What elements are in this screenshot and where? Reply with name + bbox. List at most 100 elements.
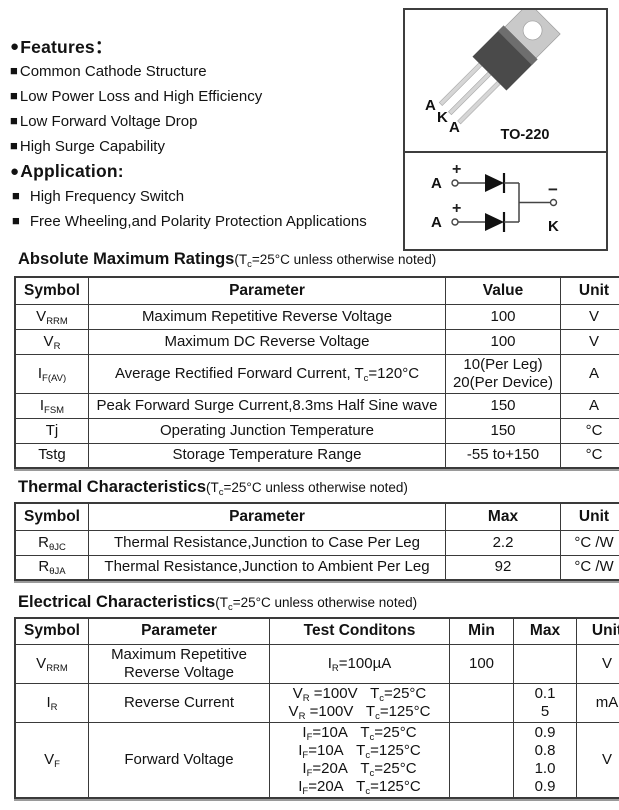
table-row: IF(AV) Average Rectified Forward Current,… [14, 353, 619, 394]
table-cell: V [576, 721, 619, 798]
section-subtitle: (Tc=25°C unless otherwise noted) [215, 595, 418, 613]
column-header: Symbol [14, 617, 89, 645]
table-cell: 10(Per Leg) 20(Per Device) [445, 353, 561, 394]
table-cell: V [576, 643, 619, 684]
terminal-icon [549, 198, 558, 207]
table-cell: 150 [445, 392, 561, 419]
terminal-icon [451, 179, 459, 187]
package-body-group [438, 10, 561, 125]
section-title: Thermal Characteristics [18, 478, 207, 496]
diode-symbol [485, 174, 504, 192]
column-header: Value [445, 276, 561, 305]
table-cell: 100 [445, 328, 561, 355]
section-title: Electrical Characteristics [18, 593, 216, 611]
feature-item-label: Low Power Loss and High Efficiency [19, 88, 263, 105]
table-cell: °C /W [560, 554, 619, 581]
table-cell: °C [560, 417, 619, 444]
section-heading-electrical-characteristics: Electrical Characteristics(Tc=25°C unles… [18, 593, 417, 612]
table-cell: 0.9 0.8 1.0 0.9 [513, 721, 577, 798]
feature-item: ■ Low Forward Voltage Drop [10, 109, 367, 134]
column-header: Symbol [14, 502, 89, 531]
table-cell: V [560, 303, 619, 330]
table-cell: Peak Forward Surge Current,8.3ms Half Si… [88, 392, 446, 419]
feature-item-label: Common Cathode Structure [19, 63, 207, 80]
square-bullet-icon: ■ [10, 88, 18, 103]
table-header: Symbol Parameter Value Unit [14, 276, 619, 305]
package-name-label: TO-220 [501, 127, 550, 143]
table-row: VRRM Maximum Repetitive Reverse Voltage IR… [14, 643, 619, 684]
table-cell: 2.2 [445, 529, 561, 556]
column-header: Max [513, 617, 577, 645]
minus-sign: − [548, 180, 558, 199]
square-bullet-icon: ■ [12, 213, 20, 228]
package-body [472, 25, 538, 91]
table-cell: Maximum DC Reverse Voltage [88, 328, 446, 355]
application-heading-label: Application: [20, 161, 124, 181]
terminal-icon [451, 218, 459, 226]
package-panel: A K A TO-220 + A + A [403, 8, 608, 251]
column-header: Test Conditons [269, 617, 450, 645]
application-item: ■ High Frequency Switch [10, 184, 367, 209]
table-header: Symbol Parameter Max Unit [14, 502, 619, 531]
features-heading: ● Features： [10, 34, 367, 59]
feature-item: ■ Common Cathode Structure [10, 59, 367, 84]
table-body: VRRM Maximum Repetitive Reverse Voltage 10… [14, 303, 619, 469]
application-item-label: High Frequency Switch [29, 188, 185, 205]
feature-item: ■ Low Power Loss and High Efficiency [10, 84, 367, 109]
square-bullet-icon: ■ [10, 138, 18, 153]
schematic-box: + A + A − K [405, 153, 606, 249]
table-cell: VF [14, 721, 89, 798]
table-cell: 100 [445, 303, 561, 330]
plus-sign: + [452, 161, 461, 178]
table-cell: Maximum Repetitive Reverse Voltage [88, 303, 446, 330]
table-cell: 92 [445, 554, 561, 581]
table-cell: Forward Voltage [88, 721, 270, 798]
circle-bullet-icon: ● [10, 163, 20, 180]
table-row: VF Forward Voltage IF=10A Tc=25°C IF=10A T… [14, 721, 619, 798]
table-cell: VR [14, 328, 89, 355]
section-heading-absolute-maximum-ratings: Absolute Maximum Ratings(Tc=25°C unless … [18, 250, 436, 269]
table-cell: -55 to+150 [445, 442, 561, 469]
table-cell: A [560, 353, 619, 394]
table-cell: Thermal Resistance,Junction to Ambient P… [88, 554, 446, 581]
table-cell: VRRM [14, 643, 89, 684]
table-row: Tstg Storage Temperature Range -55 to+150 °… [14, 442, 619, 469]
table-row: Tj Operating Junction Temperature 150 °C [14, 417, 619, 444]
table-cell: V [560, 328, 619, 355]
pin-label-cathode: K [437, 109, 448, 126]
column-header: Min [449, 617, 514, 645]
square-bullet-icon: ■ [12, 188, 20, 203]
column-header: Parameter [88, 502, 446, 531]
mounting-hole [522, 20, 543, 41]
table-cell: Average Rectified Forward Current, Tc=12… [88, 353, 446, 394]
table-cell: mA [576, 682, 619, 723]
square-bullet-icon: ■ [10, 113, 18, 128]
column-header: Parameter [88, 617, 270, 645]
table-cell: RθJC [14, 529, 89, 556]
package-body-bevel [497, 25, 538, 66]
table-cell: °C [560, 442, 619, 469]
table-cell: Maximum Repetitive Reverse Voltage [88, 643, 270, 684]
table-cell: Operating Junction Temperature [88, 417, 446, 444]
cathode-label: K [548, 218, 559, 235]
diode-symbol [485, 213, 504, 231]
table-cell: IFSM [14, 392, 89, 419]
application-item-label: Free Wheeling,and Polarity Protection Ap… [29, 213, 367, 230]
pin-label-anode: A [425, 97, 436, 114]
table-row: VR Maximum DC Reverse Voltage 100 V [14, 328, 619, 355]
table-row: IR Reverse Current VR =100V Tc=25°C VR =10… [14, 682, 619, 723]
anode-label: A [431, 214, 442, 231]
column-header: Unit [560, 502, 619, 531]
plus-sign: + [452, 200, 461, 217]
section-subtitle: (Tc=25°C unless otherwise noted) [234, 252, 437, 270]
column-header: Unit [576, 617, 619, 645]
table-cell: A [560, 392, 619, 419]
table-cell [449, 721, 514, 798]
table-cell [449, 682, 514, 723]
section-heading-thermal-characteristics: Thermal Characteristics(Tc=25°C unless o… [18, 478, 408, 497]
table-body: VRRM Maximum Repetitive Reverse Voltage IR… [14, 643, 619, 798]
column-header: Symbol [14, 276, 89, 305]
table-row: IFSM Peak Forward Surge Current,8.3ms Hal… [14, 392, 619, 419]
